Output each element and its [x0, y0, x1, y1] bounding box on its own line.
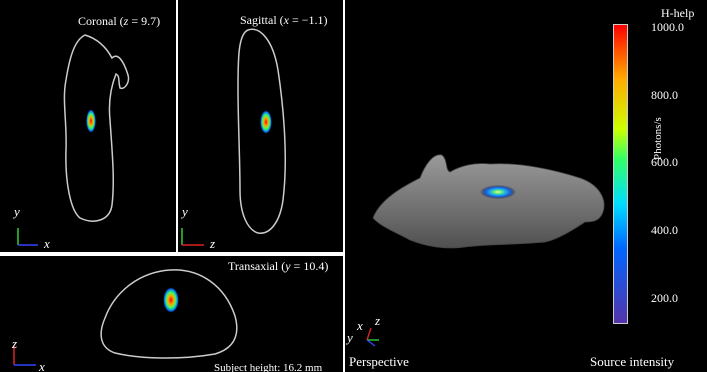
coronal-axis-y: y — [14, 204, 20, 219]
transaxial-axis-z: z — [12, 336, 18, 351]
colorbar-caption: Source intensity — [590, 354, 675, 369]
help-label[interactable]: H-help — [661, 6, 695, 20]
sagittal-hotspot — [260, 110, 272, 134]
transaxial-view-panel[interactable]: Transaxial (y = 10.4) z x Subject height… — [0, 256, 343, 372]
intensity-colorbar — [613, 24, 628, 324]
coronal-view-panel[interactable]: Coronal (z = 9.7) y x — [0, 0, 176, 252]
transaxial-body-outline — [13, 269, 238, 366]
perspective-axis-z: z — [375, 313, 381, 328]
colorbar-title: Photons/s — [652, 117, 664, 160]
perspective-label: Perspective — [349, 354, 409, 369]
colorbar-tick-800: 800.0 — [651, 88, 678, 102]
transaxial-axis-x: x — [39, 359, 45, 372]
mouse-3d-model — [366, 154, 605, 347]
colorbar-tick-200: 200.0 — [651, 291, 678, 305]
perspective-axis-y: y — [347, 330, 353, 345]
coronal-title: Coronal (z = 9.7) — [78, 14, 161, 28]
sagittal-axis-z: z — [210, 236, 216, 251]
coronal-axis-x: x — [44, 236, 50, 251]
sagittal-title: Sagittal (x = −1.1) — [240, 13, 328, 27]
colorbar-tick-600: 600.0 — [651, 155, 678, 169]
sagittal-view-panel[interactable]: Sagittal (x = −1.1) y z — [178, 0, 343, 252]
colorbar-tick-400: 400.0 — [651, 223, 678, 237]
perspective-view-panel[interactable]: x z y Perspective — [345, 0, 707, 372]
subject-height-label: Subject height: 16.2 mm — [214, 362, 323, 372]
transaxial-title: Transaxial (y = 10.4) — [228, 259, 329, 273]
sagittal-axis-y: y — [182, 204, 188, 219]
coronal-hotspot — [86, 109, 96, 133]
colorbar-tick-1000: 1000.0 — [651, 20, 684, 34]
coronal-body-outline — [17, 34, 130, 246]
perspective-hotspot — [480, 185, 516, 199]
transaxial-hotspot — [163, 287, 179, 313]
perspective-axis-x: x — [357, 318, 363, 333]
sagittal-body-outline — [181, 28, 287, 246]
